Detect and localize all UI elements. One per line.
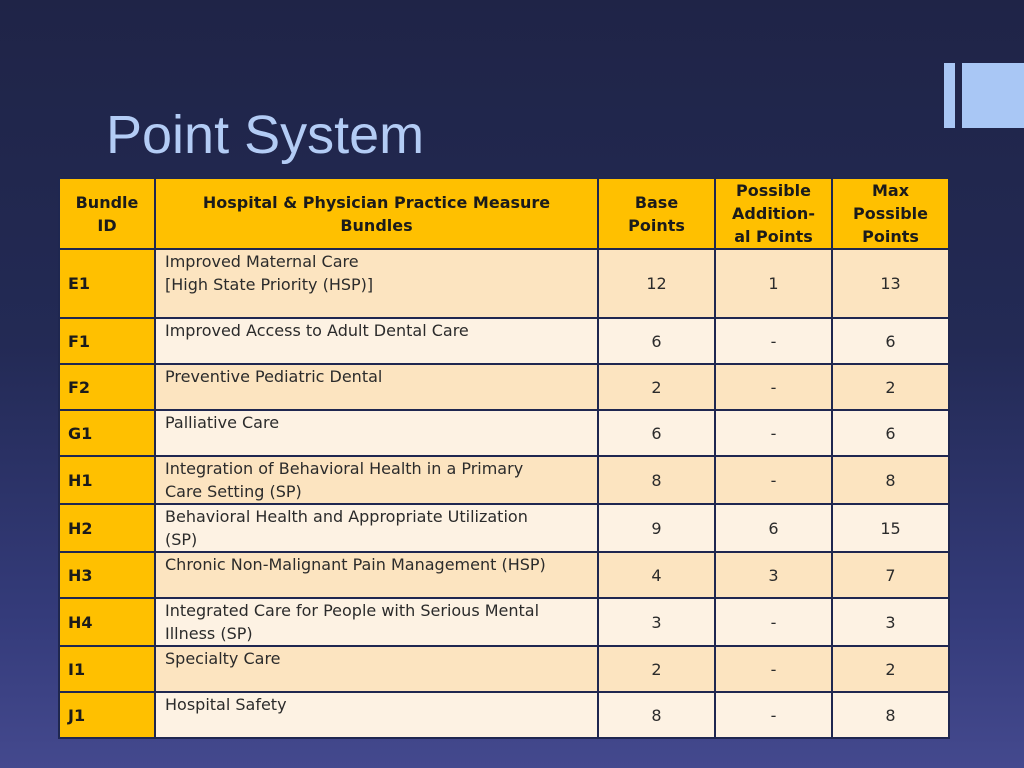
additional-points-cell: 1 (714, 248, 833, 319)
additional-points-cell: - (714, 691, 833, 739)
additional-points-cell: - (714, 363, 833, 411)
bundle-desc-cell: Palliative Care (154, 409, 599, 457)
max-points-cell: 6 (831, 409, 950, 457)
bundle-id-cell: F2 (58, 363, 156, 411)
bundle-desc-cell: Integration of Behavioral Health in a Pr… (154, 455, 599, 505)
bundle-id-cell: G1 (58, 409, 156, 457)
base-points-cell: 8 (597, 455, 716, 505)
header-base-points: Base Points (597, 177, 716, 250)
header-bundles: Hospital & Physician Practice Measure Bu… (154, 177, 599, 250)
bundle-desc-cell: Chronic Non-Malignant Pain Management (H… (154, 551, 599, 599)
bundle-desc-cell: Preventive Pediatric Dental (154, 363, 599, 411)
bundle-desc-cell: Improved Access to Adult Dental Care (154, 317, 599, 365)
base-points-cell: 6 (597, 409, 716, 457)
base-points-cell: 3 (597, 597, 716, 647)
base-points-cell: 6 (597, 317, 716, 365)
table-row: H3 Chronic Non-Malignant Pain Management… (58, 551, 950, 599)
additional-points-cell: - (714, 409, 833, 457)
bundle-desc-cell: Behavioral Health and Appropriate Utiliz… (154, 503, 599, 553)
bundles-table: Bundle ID Hospital & Physician Practice … (58, 177, 950, 739)
base-points-cell: 2 (597, 363, 716, 411)
bundle-id-cell: H1 (58, 455, 156, 505)
table-row: G1 Palliative Care 6 - 6 (58, 409, 950, 457)
bundle-id-cell: H2 (58, 503, 156, 553)
table-row: I1 Specialty Care 2 - 2 (58, 645, 950, 693)
max-points-cell: 2 (831, 363, 950, 411)
bundle-id-cell: J1 (58, 691, 156, 739)
accent-bar-thin (944, 63, 955, 128)
table-row: F2 Preventive Pediatric Dental 2 - 2 (58, 363, 950, 411)
base-points-cell: 9 (597, 503, 716, 553)
additional-points-cell: - (714, 597, 833, 647)
table-header-row: Bundle ID Hospital & Physician Practice … (58, 177, 950, 250)
table-row: F1 Improved Access to Adult Dental Care … (58, 317, 950, 365)
additional-points-cell: - (714, 317, 833, 365)
max-points-cell: 15 (831, 503, 950, 553)
additional-points-cell: 3 (714, 551, 833, 599)
table-row: H4 Integrated Care for People with Serio… (58, 597, 950, 647)
accent-bar-thick (962, 63, 1024, 128)
additional-points-cell: 6 (714, 503, 833, 553)
max-points-cell: 8 (831, 455, 950, 505)
base-points-cell: 12 (597, 248, 716, 319)
base-points-cell: 8 (597, 691, 716, 739)
bundle-id-cell: F1 (58, 317, 156, 365)
max-points-cell: 6 (831, 317, 950, 365)
table-row: H2 Behavioral Health and Appropriate Uti… (58, 503, 950, 553)
table-row: H1 Integration of Behavioral Health in a… (58, 455, 950, 505)
base-points-cell: 2 (597, 645, 716, 693)
bundle-desc-cell: Integrated Care for People with Serious … (154, 597, 599, 647)
bundle-desc-cell: Improved Maternal Care [High State Prior… (154, 248, 599, 319)
bundle-id-cell: H4 (58, 597, 156, 647)
bundle-id-cell: E1 (58, 248, 156, 319)
table-row: J1 Hospital Safety 8 - 8 (58, 691, 950, 739)
header-bundle-id: Bundle ID (58, 177, 156, 250)
bundle-id-cell: H3 (58, 551, 156, 599)
max-points-cell: 7 (831, 551, 950, 599)
table-row: E1 Improved Maternal Care [High State Pr… (58, 248, 950, 319)
base-points-cell: 4 (597, 551, 716, 599)
additional-points-cell: - (714, 645, 833, 693)
max-points-cell: 2 (831, 645, 950, 693)
max-points-cell: 3 (831, 597, 950, 647)
max-points-cell: 13 (831, 248, 950, 319)
header-additional-points: Possible Addition- al Points (714, 177, 833, 250)
bundle-id-cell: I1 (58, 645, 156, 693)
bundle-desc-cell: Specialty Care (154, 645, 599, 693)
bundle-desc-cell: Hospital Safety (154, 691, 599, 739)
max-points-cell: 8 (831, 691, 950, 739)
slide-title: Point System (106, 105, 425, 165)
header-max-points: Max Possible Points (831, 177, 950, 250)
additional-points-cell: - (714, 455, 833, 505)
